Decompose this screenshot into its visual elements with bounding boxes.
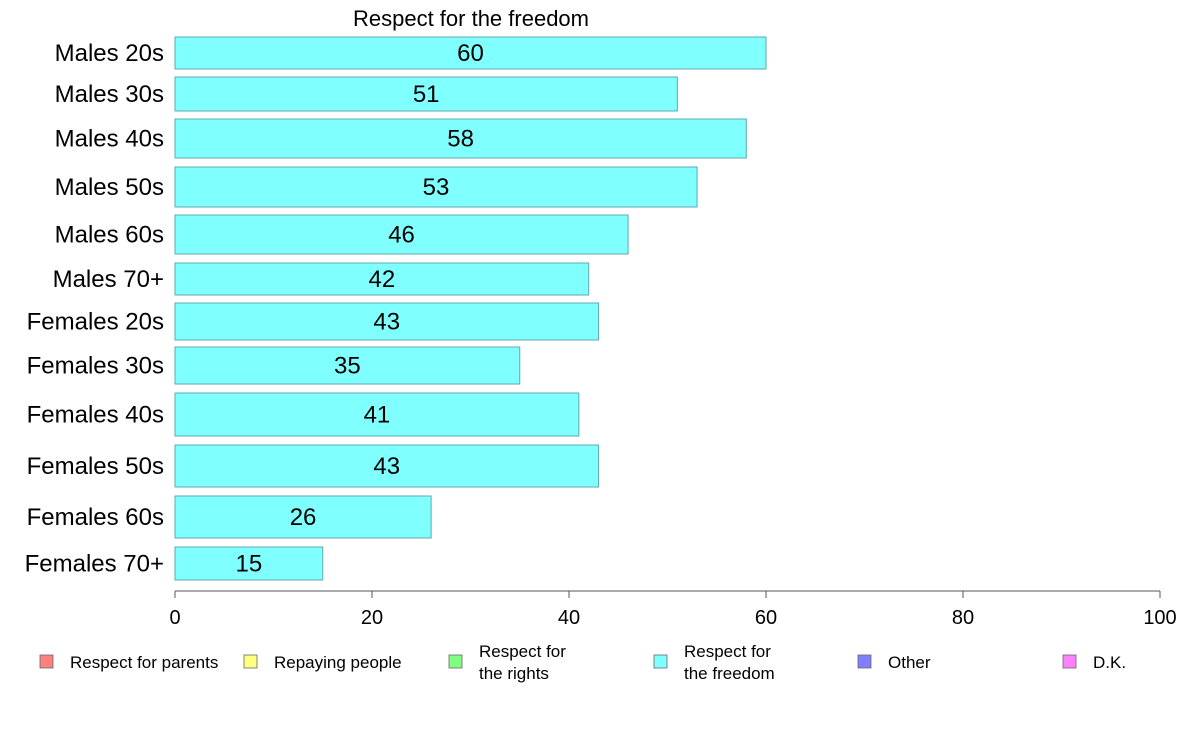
legend: Respect for parents Repaying people Respec… [39,642,1126,683]
value-label: 15 [236,551,263,578]
legend-label: Respect for the freedom [684,642,775,683]
category-label: Males 30s [55,81,164,108]
legend-label-line: Respect for [479,642,566,661]
x-tick-label: 80 [952,607,974,629]
value-label: 51 [413,81,440,108]
legend-label: Repaying people [274,653,402,672]
category-label: Males 50s [55,174,164,201]
category-label: Females 30s [27,353,164,380]
bar [174,495,432,539]
category-label: Females 50s [27,453,164,480]
value-label: 43 [373,453,400,480]
x-tick-label: 100 [1143,607,1176,629]
category-label: Males 70+ [53,266,164,293]
category-label: Females 60s [27,504,164,531]
category-label: Males 40s [55,126,164,153]
value-label: 53 [423,174,450,201]
category-label: Females 70+ [25,551,164,578]
legend-swatch [39,654,54,669]
chart-title: Respect for the freedom [353,6,589,31]
category-label: Males 20s [55,40,164,67]
value-label: 41 [364,402,391,429]
bar [174,36,767,70]
legend-swatch [243,654,258,669]
legend-swatch [653,654,668,669]
bar [174,444,600,488]
value-label: 60 [457,40,484,67]
value-label: 42 [368,266,395,293]
bar [174,546,324,581]
bar [174,214,629,255]
legend-swatch [448,654,463,669]
legend-label-line: Respect for [684,642,771,661]
x-tick-label: 60 [755,607,777,629]
legend-label: Respect for the rights [479,642,566,683]
legend-swatch [1062,654,1077,669]
value-label: 58 [447,126,474,153]
value-label: 35 [334,353,361,380]
value-label: 26 [290,504,317,531]
legend-label: Respect for parents [70,653,218,672]
legend-label: Other [888,653,931,672]
legend-label: D.K. [1093,653,1126,672]
legend-label-line: the rights [479,664,549,683]
x-tick-label: 40 [558,607,580,629]
category-label: Females 20s [27,309,164,336]
bar [174,76,678,112]
bar [174,392,580,437]
category-label: Females 40s [27,402,164,429]
x-tick-label: 0 [169,607,180,629]
bar [174,166,698,208]
legend-label-line: the freedom [684,664,775,683]
bars-group: Males 20s 60 Males 30s 51 Males 40s 58 Males 5… [25,36,767,581]
x-tick-label: 20 [361,607,383,629]
bar [174,118,747,159]
bar [174,302,600,341]
bar [174,262,590,296]
legend-swatch [857,654,872,669]
x-axis: 0 20 40 60 80 100 [169,590,1177,629]
category-label: Males 60s [55,222,164,249]
value-label: 46 [388,222,415,249]
bar [174,346,521,385]
value-label: 43 [373,309,400,336]
